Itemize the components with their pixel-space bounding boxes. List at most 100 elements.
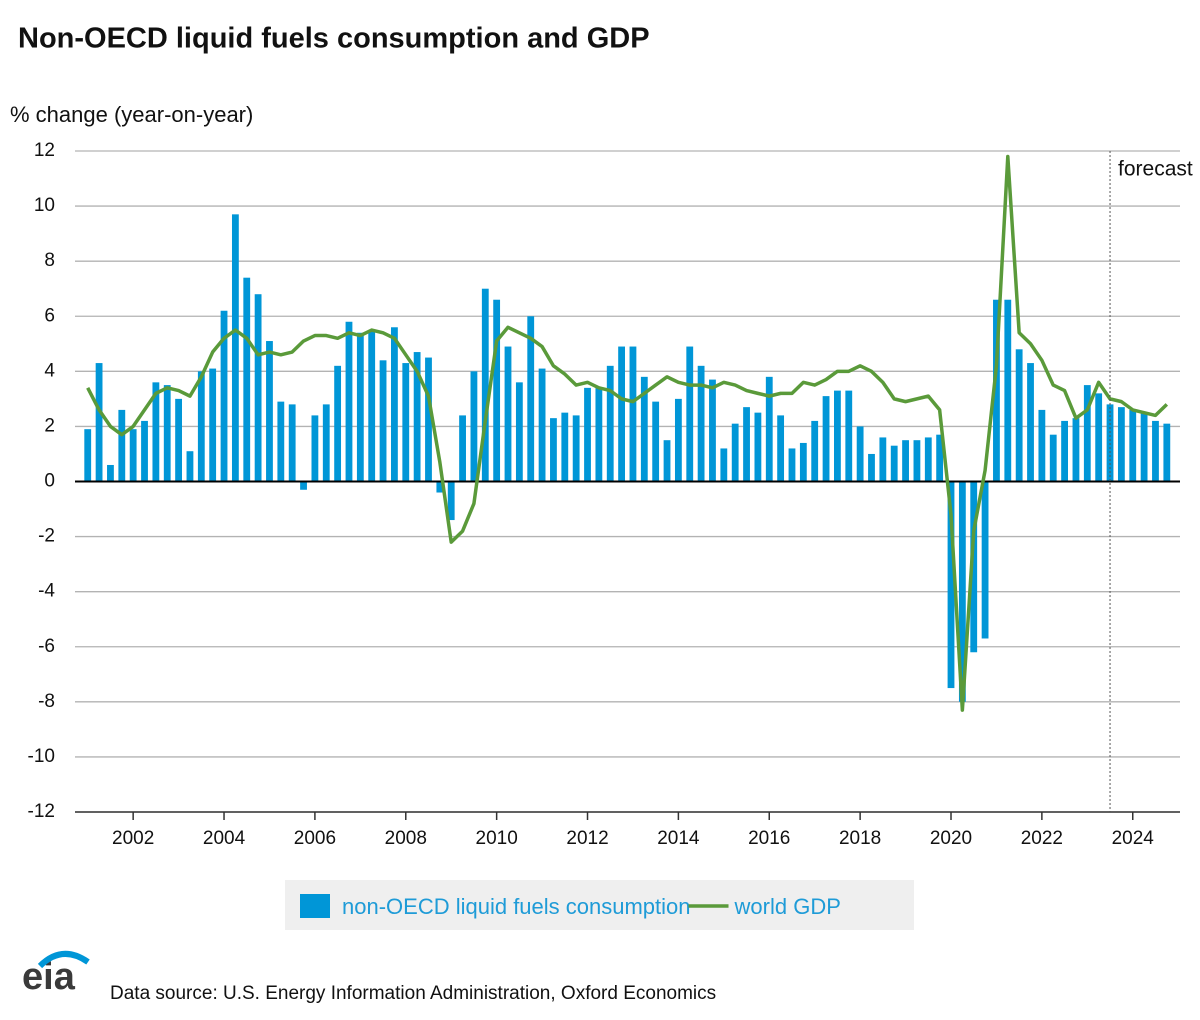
bar [345, 321, 353, 482]
bar [1083, 385, 1091, 482]
bar [970, 481, 978, 653]
bar [425, 357, 432, 482]
legend-label: world GDP [734, 894, 841, 919]
line [86, 154, 1169, 712]
bar [1095, 393, 1103, 482]
chart-title: Non-OECD liquid fuels consumption and GD… [18, 23, 650, 55]
bar [902, 440, 909, 482]
bar [186, 451, 194, 482]
bar [1117, 407, 1125, 482]
bar [95, 363, 103, 482]
bar [743, 407, 750, 482]
bar [777, 415, 785, 482]
bar [107, 464, 114, 482]
bar [118, 409, 126, 482]
bar [1038, 409, 1046, 482]
bar [1163, 423, 1171, 482]
bar [436, 481, 444, 493]
y-tick-label: -10 [28, 746, 55, 767]
bar [993, 299, 1000, 482]
bar [811, 420, 819, 482]
bar [356, 332, 364, 482]
bar [1072, 418, 1080, 482]
bar [413, 352, 421, 482]
bar [834, 390, 841, 482]
bar [913, 440, 921, 482]
bar [550, 418, 557, 482]
bar [856, 426, 864, 482]
bar [515, 382, 523, 482]
bar [266, 341, 273, 482]
y-tick-label: 8 [44, 250, 55, 271]
bar [470, 371, 478, 482]
bar [561, 412, 569, 482]
legend-box [285, 880, 914, 930]
bar [1015, 349, 1023, 482]
y-tick-label: 10 [34, 195, 55, 216]
bar [175, 398, 183, 482]
x-tick-label: 2002 [112, 828, 154, 849]
y-tick-label: 0 [44, 471, 55, 492]
logo: eia [22, 956, 76, 998]
bar [322, 404, 330, 482]
bar [1027, 363, 1034, 482]
bar [652, 401, 660, 482]
bar [209, 368, 217, 482]
y-tick-label: 12 [34, 140, 55, 161]
bar [84, 429, 92, 482]
bar [936, 434, 944, 482]
bar [493, 299, 501, 482]
bar [277, 401, 285, 482]
y-tick-label: -4 [38, 581, 55, 602]
bar [674, 398, 682, 482]
bar [311, 415, 319, 482]
logo-swoosh [37, 951, 90, 969]
y-tick-label: -6 [38, 636, 55, 657]
bar [379, 360, 387, 482]
bar [152, 382, 160, 482]
bar [731, 423, 739, 482]
bar [1061, 420, 1069, 482]
bar [584, 387, 591, 482]
bar [720, 448, 728, 482]
bar [447, 481, 455, 521]
bar [890, 445, 898, 482]
legend-swatch [300, 894, 330, 918]
x-tick-label: 2012 [566, 828, 608, 849]
y-tick-label: 6 [44, 305, 55, 326]
bar [595, 387, 603, 482]
bar [129, 429, 137, 482]
bar [618, 346, 626, 482]
bar [822, 396, 830, 482]
x-tick-label: 2018 [839, 828, 881, 849]
y-tick-label: 2 [44, 415, 55, 436]
bar [481, 288, 489, 482]
bar [334, 365, 342, 482]
y-axis-label: % change (year-on-year) [10, 102, 253, 127]
bar [879, 437, 887, 482]
y-tick-label: -12 [28, 801, 55, 822]
y-tick-label: 4 [44, 360, 55, 381]
annotation: forecast [1118, 158, 1193, 181]
bar [765, 376, 773, 482]
legend-label: non-OECD liquid fuels consumption [342, 894, 691, 919]
bar [697, 365, 705, 482]
bar [141, 420, 148, 482]
bar [1129, 409, 1137, 482]
bar [220, 310, 228, 482]
bar [459, 415, 466, 482]
bar [231, 214, 239, 482]
bar [197, 371, 205, 482]
bar [868, 453, 875, 482]
bar [300, 481, 307, 490]
bar [640, 376, 648, 482]
bar [391, 327, 398, 482]
bar [254, 294, 262, 482]
bar [527, 316, 535, 482]
bar [1004, 299, 1012, 482]
x-tick-label: 2004 [203, 828, 246, 849]
x-tick-label: 2016 [748, 828, 790, 849]
bar [947, 481, 955, 689]
bar [958, 481, 966, 702]
